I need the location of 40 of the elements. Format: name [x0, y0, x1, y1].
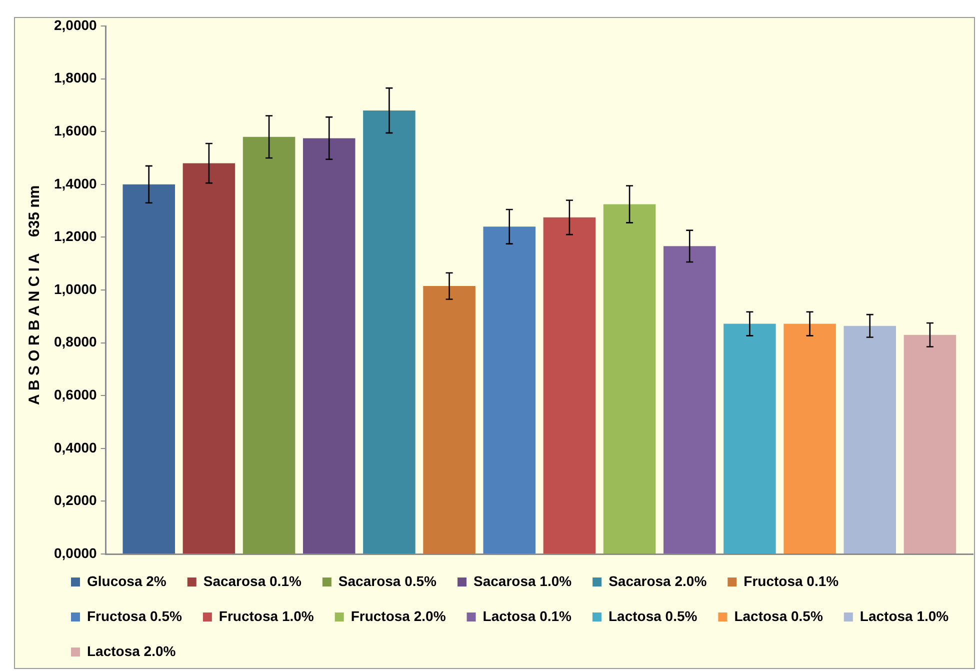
bar	[483, 226, 536, 554]
bar	[182, 163, 236, 554]
bar	[724, 324, 776, 554]
legend-label: Lactosa 0.1%	[482, 608, 572, 624]
legend-label: Fructosa 2.0%	[350, 608, 446, 624]
y-tick-label: 1,4000	[54, 175, 98, 192]
legend-label: Fructosa 0.5%	[87, 608, 182, 624]
bar	[904, 334, 956, 554]
bar	[302, 138, 356, 554]
bar	[603, 204, 656, 554]
bar	[844, 326, 896, 554]
y-tick-label: 1,2000	[54, 228, 98, 244]
y-tick-label: 1,6000	[54, 122, 98, 138]
bar	[242, 136, 296, 554]
bar	[663, 246, 716, 554]
legend-label: Lactosa 2.0%	[87, 642, 176, 659]
y-tick-label: 0,2000	[54, 492, 98, 508]
y-tick-label: 0,8000	[54, 334, 98, 350]
legend-label: Lactosa 0.5%	[734, 608, 824, 624]
bar	[543, 217, 596, 554]
legend-label: Sacarosa 0.5%	[338, 572, 438, 589]
y-tick-label: 0,4000	[54, 439, 98, 456]
y-tick-label: 1,0000	[54, 280, 98, 297]
y-axis-title: A B S O R B A N C I A 635 nm	[26, 184, 43, 407]
bar	[363, 110, 416, 554]
y-tick-label: 1,8000	[54, 70, 98, 86]
legend-label: Sacarosa 2.0%	[608, 572, 708, 589]
y-tick-label: 0,6000	[54, 386, 98, 402]
bar	[122, 184, 176, 554]
y-tick-label: 0,0000	[54, 544, 98, 561]
legend-label: Fructosa 0.1%	[744, 572, 840, 589]
y-tick-label: 2,0000	[54, 16, 98, 33]
legend-label: Lactosa 1.0%	[860, 608, 950, 624]
bar	[423, 286, 476, 554]
legend-label: Sacarosa 1.0%	[474, 572, 572, 589]
legend-label: Glucosa 2%	[87, 572, 167, 589]
legend-label: Lactosa 0.5%	[608, 608, 698, 624]
legend-label: Sacarosa 0.1%	[203, 572, 302, 589]
legend-label: Fructosa 1.0%	[218, 608, 314, 624]
bar	[784, 324, 836, 554]
